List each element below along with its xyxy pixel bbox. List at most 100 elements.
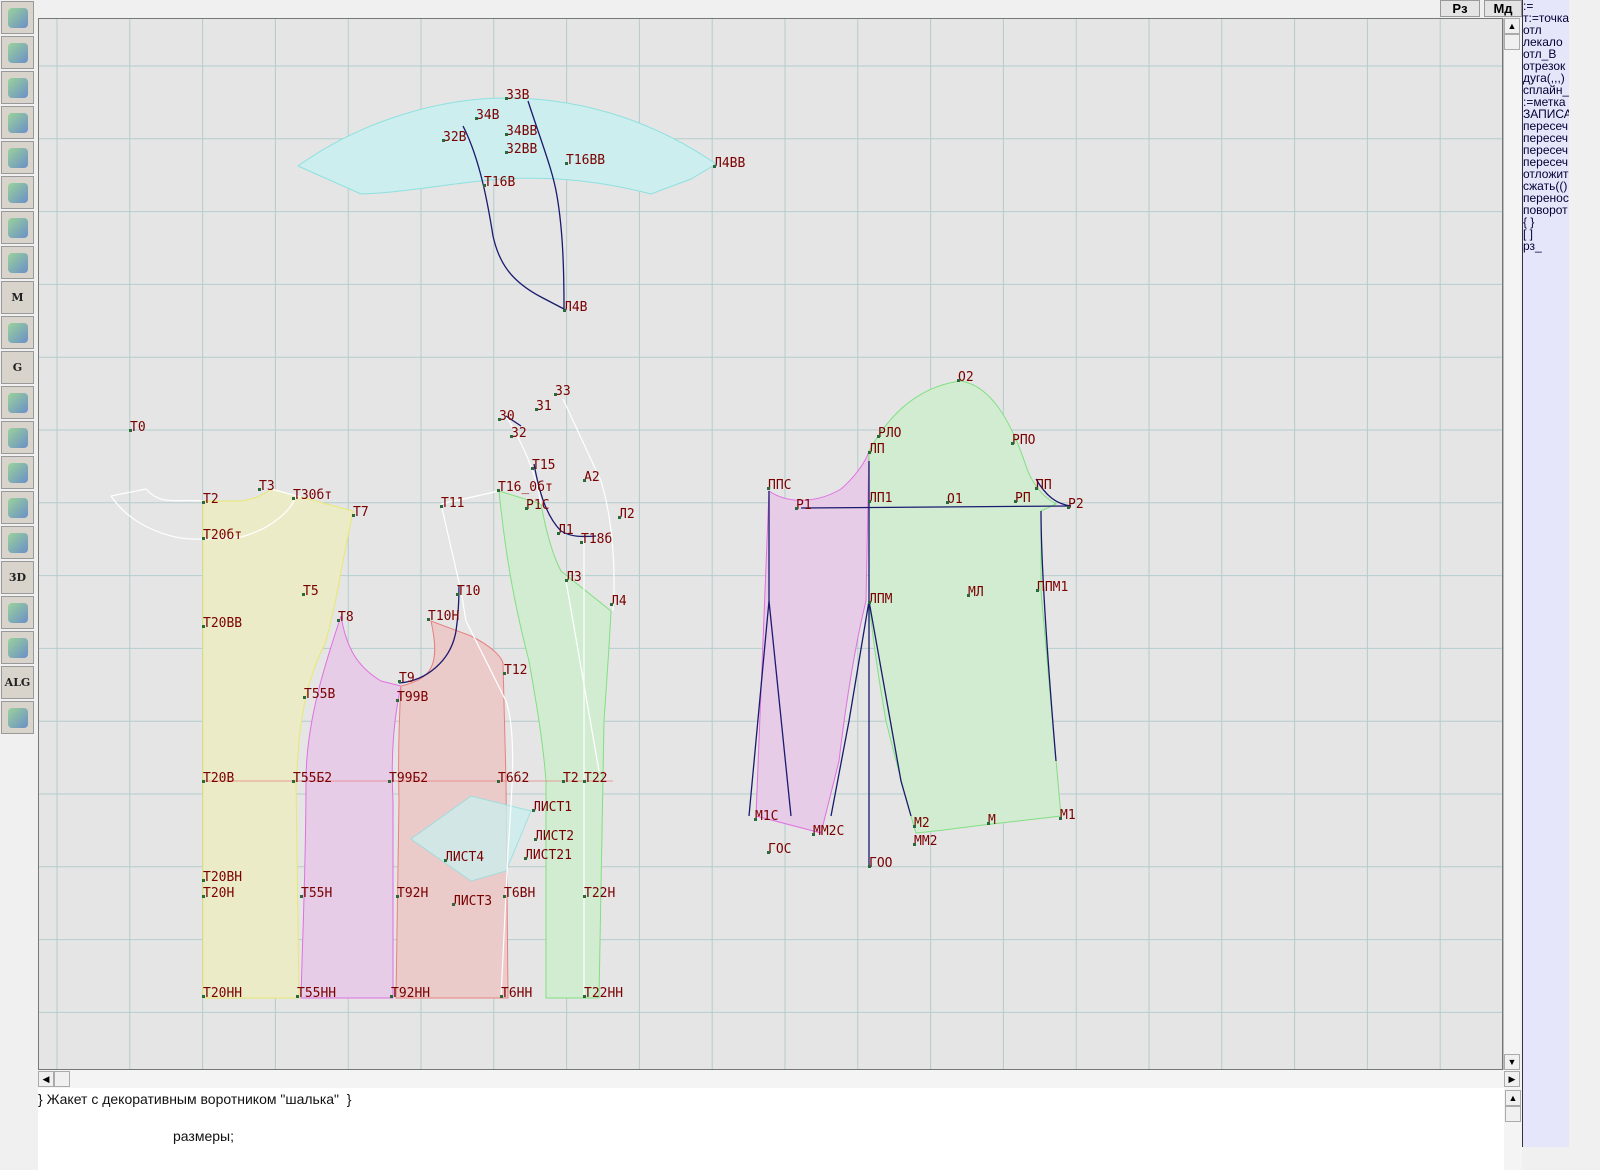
- point-label[interactable]: Т20НН: [203, 986, 242, 1001]
- point-label[interactable]: Т16_0бт: [498, 480, 553, 495]
- command-item[interactable]: т:=точка: [1523, 11, 1569, 25]
- scroll-down-button[interactable]: ▼: [1504, 1054, 1520, 1070]
- point-label[interactable]: О2: [958, 370, 974, 385]
- command-item[interactable]: пересеч: [1523, 131, 1569, 145]
- point-label[interactable]: РЛО: [878, 426, 902, 441]
- zoom-out-tool-button[interactable]: [1, 71, 34, 104]
- refresh-tool-button[interactable]: [1, 1, 34, 34]
- point-label[interactable]: Л4В: [564, 300, 588, 315]
- jacket-sketch-tool-button[interactable]: [1, 526, 34, 559]
- scroll-left-button[interactable]: ◀: [38, 1071, 54, 1087]
- command-item[interactable]: поворот: [1523, 203, 1568, 217]
- 3d-tool-button[interactable]: 3D: [1, 561, 34, 594]
- point-label[interactable]: О1: [947, 492, 963, 507]
- horizontal-scrollbar[interactable]: ◀ ▶: [38, 1070, 1522, 1088]
- point-label[interactable]: З0: [499, 409, 515, 424]
- point-label[interactable]: Т2: [203, 492, 219, 507]
- side-back-piece[interactable]: [300, 615, 402, 999]
- point-label[interactable]: Т6б2: [498, 771, 529, 786]
- code-editor[interactable]: } Жакет с декоративным воротником "шальк…: [38, 1088, 1504, 1170]
- point-label[interactable]: Т18б: [581, 532, 612, 547]
- point-label[interactable]: ГОО: [869, 856, 893, 871]
- point-label[interactable]: З1: [536, 399, 552, 414]
- point-label[interactable]: ППС: [768, 478, 791, 493]
- command-item[interactable]: [ ]: [1523, 227, 1534, 241]
- point-label[interactable]: М1: [1060, 808, 1076, 823]
- command-item[interactable]: отл_В: [1523, 47, 1557, 61]
- command-item[interactable]: рз_: [1523, 239, 1542, 253]
- point-label[interactable]: Р1: [796, 498, 812, 513]
- point-label[interactable]: Р1С: [526, 498, 549, 513]
- command-item[interactable]: ЗАПИСА: [1523, 107, 1569, 121]
- model-photo-tool-button[interactable]: [1, 491, 34, 524]
- vertical-scrollbar[interactable]: ▲ ▼: [1503, 18, 1521, 1070]
- point-label[interactable]: ППМ1: [1037, 580, 1068, 595]
- command-item[interactable]: сжать((): [1523, 179, 1568, 193]
- back-piece[interactable]: [202, 488, 354, 999]
- grid-tool-button[interactable]: [1, 141, 34, 174]
- point-label[interactable]: Т9: [399, 671, 415, 686]
- point-label[interactable]: ПП: [1036, 478, 1052, 493]
- point-label[interactable]: М1С: [755, 809, 778, 824]
- point-label[interactable]: Т20ВВ: [203, 616, 242, 631]
- point-label[interactable]: Т11: [441, 496, 464, 511]
- point-label[interactable]: Т55Н: [301, 886, 332, 901]
- exit-tool-button[interactable]: [1, 701, 34, 734]
- command-item[interactable]: лекало: [1523, 35, 1563, 49]
- command-item[interactable]: пересеч: [1523, 155, 1569, 169]
- point-label[interactable]: Т99В: [397, 690, 428, 705]
- point-label[interactable]: ЛИСТ4: [445, 850, 484, 865]
- point-label[interactable]: З3В: [506, 88, 530, 103]
- drawing-canvas[interactable]: З3В З4В З2В З4ВВ З2ВВ Т16ВВ Л4ВВ Т16В Л4В Т0 Т2 Т3 Т…: [38, 18, 1503, 1070]
- point-label[interactable]: ЛИСТ21: [525, 848, 572, 863]
- point-label[interactable]: Л1: [558, 523, 574, 538]
- point-label[interactable]: Т20В: [203, 771, 234, 786]
- point-label[interactable]: Т16ВВ: [566, 153, 605, 168]
- pattern-drawing[interactable]: З3В З4В З2В З4ВВ З2ВВ Т16ВВ Л4ВВ Т16В Л4В Т0 Т2 Т3 Т…: [39, 19, 1503, 1070]
- command-item[interactable]: отрезок: [1523, 59, 1566, 73]
- command-item[interactable]: пересеч: [1523, 143, 1569, 157]
- point-label[interactable]: МЛ: [968, 585, 984, 600]
- layout-map-tool-button[interactable]: [1, 211, 34, 244]
- point-label[interactable]: З2В: [443, 130, 467, 145]
- command-item[interactable]: :=метка: [1523, 95, 1566, 109]
- point-label[interactable]: Т92Н: [397, 886, 428, 901]
- point-label[interactable]: Л2: [619, 507, 635, 522]
- editor-scrollbar[interactable]: ▲: [1504, 1088, 1522, 1170]
- point-label[interactable]: Т5: [303, 584, 319, 599]
- point-label[interactable]: Т55В: [304, 687, 335, 702]
- point-label[interactable]: Т20Н: [203, 886, 234, 901]
- spreadsheet-tool-button[interactable]: [1, 456, 34, 489]
- command-item[interactable]: отл: [1523, 23, 1542, 37]
- point-label[interactable]: Т15: [532, 458, 555, 473]
- point-label[interactable]: Т7: [353, 505, 369, 520]
- command-item[interactable]: дуга(,,,): [1523, 71, 1565, 85]
- point-label[interactable]: Т20бт: [203, 528, 242, 543]
- pattern-m-tool-button[interactable]: M: [1, 281, 34, 314]
- point-label[interactable]: З4ВВ: [506, 124, 537, 139]
- point-label[interactable]: Т2: [563, 771, 579, 786]
- rz-button[interactable]: Рз: [1440, 0, 1480, 17]
- point-label[interactable]: ЛПМ: [869, 592, 893, 607]
- collar-piece[interactable]: [296, 97, 717, 195]
- measure-table-tool-button[interactable]: [1, 386, 34, 419]
- command-item[interactable]: :=: [1523, 0, 1534, 13]
- command-item[interactable]: { }: [1523, 215, 1535, 229]
- point-label[interactable]: Т12: [504, 663, 527, 678]
- segment-tool-button[interactable]: [1, 176, 34, 209]
- pattern-pieces-tool-button[interactable]: [1, 246, 34, 279]
- scroll-thumb-h[interactable]: [54, 1071, 70, 1087]
- point-label[interactable]: Т8: [338, 610, 354, 625]
- point-label[interactable]: Т6ВН: [504, 886, 535, 901]
- command-item[interactable]: перенос: [1523, 191, 1569, 205]
- algorithm-tool-button[interactable]: ALG: [1, 666, 34, 699]
- point-label[interactable]: РП: [1015, 491, 1031, 506]
- point-label[interactable]: Т22Н: [584, 886, 615, 901]
- camera-tool-button[interactable]: [1, 421, 34, 454]
- point-label[interactable]: Т92НН: [391, 986, 430, 1001]
- scroll-up-button[interactable]: ▲: [1504, 18, 1520, 34]
- md-button[interactable]: Мд: [1484, 0, 1522, 17]
- command-item[interactable]: отложит: [1523, 167, 1569, 181]
- editor-scroll-up[interactable]: ▲: [1505, 1090, 1521, 1106]
- point-label[interactable]: ГОС: [768, 842, 791, 857]
